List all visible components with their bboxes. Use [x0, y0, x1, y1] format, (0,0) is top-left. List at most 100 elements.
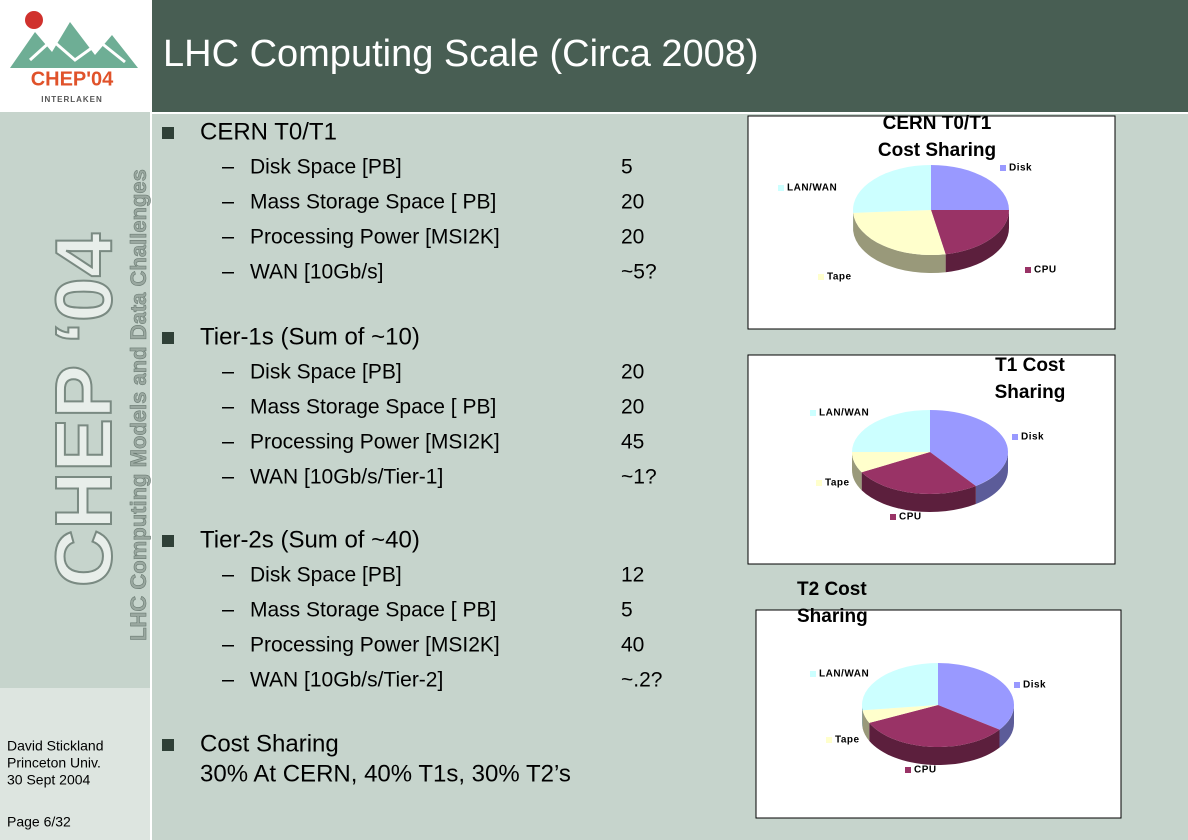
legend-label: Tape [835, 735, 860, 746]
chart-title: Cost Sharing [878, 140, 996, 161]
legend-label: Disk [1021, 432, 1044, 443]
item-label: Processing Power [MSI2K] [250, 226, 500, 249]
author-line: 30 Sept 2004 [7, 772, 91, 788]
dash [222, 442, 234, 444]
dash [222, 575, 234, 577]
subtitle-vertical: LHC Computing Models and Data Challenges [126, 169, 151, 641]
pie-slice [930, 410, 1009, 486]
legend-swatch [816, 480, 822, 486]
pie-side [945, 210, 1009, 273]
dash [222, 645, 234, 647]
dash [222, 372, 234, 374]
legend-swatch [1025, 267, 1031, 273]
item-label: WAN [10Gb/s/Tier-1] [250, 466, 443, 489]
logo-place: INTERLAKEN [41, 95, 103, 104]
legend-label: Tape [827, 272, 852, 283]
legend-label: CPU [1034, 265, 1057, 276]
pie-side [862, 705, 863, 729]
item-label: Mass Storage Space [ PB] [250, 191, 496, 214]
pie-side [862, 710, 870, 741]
item-value: 20 [621, 191, 644, 214]
logo-sun [25, 11, 43, 29]
conference-vertical: CHEP ‘04 [39, 232, 128, 587]
pie-slice [862, 663, 938, 711]
dash [222, 237, 234, 239]
legend-swatch [810, 671, 816, 677]
bullet [162, 332, 174, 344]
item-value: 40 [621, 634, 644, 657]
legend-swatch [1000, 165, 1006, 171]
pie-side [853, 212, 946, 273]
chart-title: Sharing [797, 606, 868, 627]
legend-label: LAN/WAN [787, 183, 837, 194]
item-label: Mass Storage Space [ PB] [250, 599, 496, 622]
section-heading: Tier-1s (Sum of ~10) [200, 323, 420, 350]
pie-slice [861, 452, 976, 494]
dash [222, 167, 234, 169]
item-value: 5 [621, 156, 633, 179]
item-value: 20 [621, 361, 644, 384]
legend-label: CPU [899, 512, 922, 523]
logo-name: CHEP'04 [31, 68, 114, 90]
dash [222, 407, 234, 409]
legend-swatch [1014, 682, 1020, 688]
item-value: 20 [621, 226, 644, 249]
item-label: Processing Power [MSI2K] [250, 431, 500, 454]
legend-label: LAN/WAN [819, 669, 869, 680]
item-label: Disk Space [PB] [250, 156, 402, 179]
pie-side [975, 452, 1008, 504]
item-value: 5 [621, 599, 633, 622]
pie-side [869, 722, 1000, 766]
pie-slice [931, 165, 1009, 210]
item-value: 45 [621, 431, 644, 454]
dash [222, 680, 234, 682]
chart-title: T1 Cost [995, 355, 1065, 376]
item-value: ~5? [621, 261, 657, 284]
chart-title: Sharing [995, 382, 1066, 403]
section-heading: CERN T0/T1 [200, 118, 337, 145]
title-band [152, 0, 1188, 112]
item-label: Mass Storage Space [ PB] [250, 396, 496, 419]
item-label: Processing Power [MSI2K] [250, 634, 500, 657]
pie-slice [862, 705, 938, 723]
cost-text: 30% At CERN, 40% T1s, 30% T2’s [200, 760, 571, 787]
legend-swatch [778, 185, 784, 191]
legend-swatch [1012, 434, 1018, 440]
logo-snow [28, 37, 126, 64]
author-line: Princeton Univ. [7, 755, 101, 771]
divider [152, 112, 1188, 114]
section-heading: Tier-2s (Sum of ~40) [200, 526, 420, 553]
item-value: 12 [621, 564, 644, 587]
legend-swatch [818, 274, 824, 280]
dash [222, 202, 234, 204]
item-label: WAN [10Gb/s/Tier-2] [250, 669, 443, 692]
footer-area [0, 688, 152, 840]
pie-slice [853, 210, 946, 255]
legend-swatch [810, 410, 816, 416]
legend-swatch [890, 514, 896, 520]
legend-label: Disk [1023, 680, 1046, 691]
legend-label: Disk [1009, 163, 1032, 174]
pie-slice [931, 210, 1009, 255]
dash [222, 477, 234, 479]
slide-title: LHC Computing Scale (Circa 2008) [163, 33, 759, 75]
bullet [162, 127, 174, 139]
cost-heading: Cost Sharing [200, 730, 339, 757]
pie-side [999, 705, 1014, 748]
divider [150, 112, 152, 840]
item-value: ~.2? [621, 669, 662, 692]
item-label: WAN [10Gb/s] [250, 261, 383, 284]
item-label: Disk Space [PB] [250, 361, 402, 384]
pie-slice [852, 410, 930, 452]
bullet [162, 535, 174, 547]
legend-label: CPU [914, 765, 937, 776]
dash [222, 272, 234, 274]
page-number: Page 6/32 [7, 814, 71, 830]
logo: CHEP'04 INTERLAKEN [10, 11, 138, 104]
legend-swatch [826, 737, 832, 743]
author-line: David Stickland [7, 738, 104, 754]
pie-side [852, 452, 862, 491]
dash [222, 610, 234, 612]
